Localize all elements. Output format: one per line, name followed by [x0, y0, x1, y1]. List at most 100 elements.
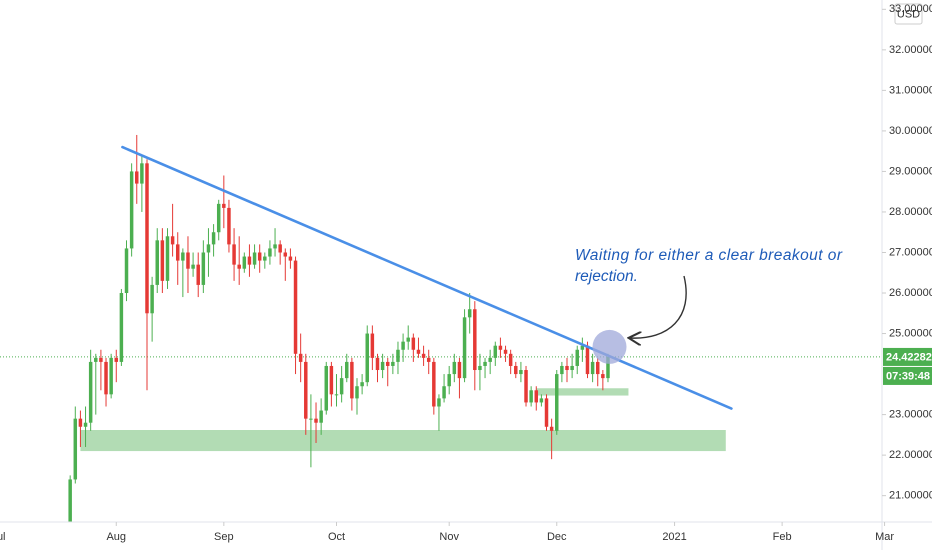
candle-body: [411, 337, 416, 350]
candle-body: [309, 418, 313, 420]
candle-body: [206, 244, 211, 253]
candle-body: [355, 386, 359, 399]
x-tick-label: Mar: [875, 531, 894, 543]
candle-body: [216, 203, 221, 233]
candle-body: [570, 365, 574, 371]
candle-body: [104, 361, 108, 395]
candle-body: [135, 171, 139, 184]
x-tick-label: Sep: [214, 531, 234, 543]
candle-body: [345, 361, 349, 379]
candle-body: [283, 252, 288, 257]
candle-body: [278, 244, 282, 253]
y-tick-label: 32.00000: [889, 44, 932, 56]
candle-body: [488, 357, 492, 362]
candle-body: [181, 252, 185, 261]
candle-body: [432, 361, 436, 407]
candle-body: [549, 426, 554, 431]
candle-body: [227, 207, 231, 245]
y-tick-label: 31.00000: [889, 84, 932, 96]
candle-body: [498, 345, 503, 350]
candle-body: [365, 333, 369, 383]
y-tick-label: 27.00000: [889, 246, 932, 258]
candle-body: [304, 361, 308, 419]
currency-box[interactable]: [894, 3, 923, 25]
candle-body: [514, 365, 518, 375]
candle-body: [222, 203, 226, 208]
candle-body: [380, 361, 385, 371]
candle-body: [242, 256, 247, 269]
candle-body: [595, 361, 600, 375]
countdown-box: [883, 366, 932, 385]
y-tick-label: 22.00000: [889, 449, 932, 461]
candle-body: [544, 398, 549, 427]
candle-body: [370, 333, 375, 358]
candle-body: [186, 252, 190, 269]
annotation-arrow: [630, 275, 687, 338]
candle-body: [601, 374, 605, 379]
candle-body: [590, 361, 595, 375]
candle-body: [396, 349, 400, 362]
candle-body: [416, 349, 421, 354]
last-price-label: 24.42282: [886, 351, 932, 363]
candle-body: [421, 353, 426, 358]
candle-body: [585, 345, 590, 375]
candle-body: [503, 349, 508, 354]
candle-body: [606, 356, 610, 379]
candle-body: [529, 390, 533, 403]
candle-body: [478, 365, 482, 371]
candle-body: [539, 398, 544, 403]
candle-body: [385, 361, 390, 366]
candle-body: [447, 374, 451, 387]
candle-body: [493, 345, 498, 358]
candle-body: [437, 398, 441, 407]
candle-body: [319, 410, 323, 423]
candle-body: [483, 361, 487, 366]
candle-body: [580, 345, 585, 350]
highlight-circle: [592, 329, 627, 364]
candle-body: [288, 256, 293, 261]
y-tick-label: 26.00000: [889, 287, 932, 299]
candle-body: [170, 236, 175, 245]
candle-body: [263, 256, 267, 261]
candle-body: [324, 365, 329, 411]
candle-body: [78, 418, 83, 427]
y-tick-label: 29.00000: [889, 165, 932, 177]
candle-body: [524, 370, 528, 403]
candle-body: [467, 309, 472, 318]
candle-body: [150, 284, 154, 314]
support-zone: [80, 430, 726, 452]
candle-body: [160, 240, 165, 281]
candle-body: [519, 370, 523, 375]
y-tick-label: 33.00000: [889, 3, 932, 15]
candle-body: [124, 248, 129, 294]
x-tick-label: Jul: [0, 531, 5, 543]
candle-body: [298, 353, 303, 362]
annotation: Waiting for either a clear breakout or: [575, 247, 843, 264]
candle-body: [268, 248, 272, 257]
candle-body: [129, 171, 134, 249]
candle-body: [329, 365, 334, 395]
candle-body: [462, 317, 467, 379]
y-tick-label: 25.00000: [889, 327, 932, 339]
countdown-label: 07:39:48: [886, 370, 930, 382]
candle-body: [350, 361, 354, 399]
candle-body: [534, 390, 539, 403]
annotation: rejection.: [575, 268, 638, 285]
candle-body: [237, 264, 241, 269]
candle-body: [175, 244, 180, 261]
support-zone: [536, 388, 629, 396]
candle-body: [334, 394, 339, 396]
candle-body: [452, 361, 457, 375]
candle-body: [575, 349, 579, 366]
y-tick-label: 28.00000: [889, 206, 932, 218]
candle-body: [560, 365, 564, 375]
candle-body: [114, 357, 119, 362]
x-tick-label: Dec: [547, 531, 567, 543]
candle-body: [119, 293, 124, 362]
candle-body: [140, 163, 144, 184]
candle-body: [375, 357, 380, 371]
candle-body: [360, 382, 364, 387]
x-tick-label: 2021: [662, 531, 686, 543]
candle-body: [555, 374, 559, 431]
